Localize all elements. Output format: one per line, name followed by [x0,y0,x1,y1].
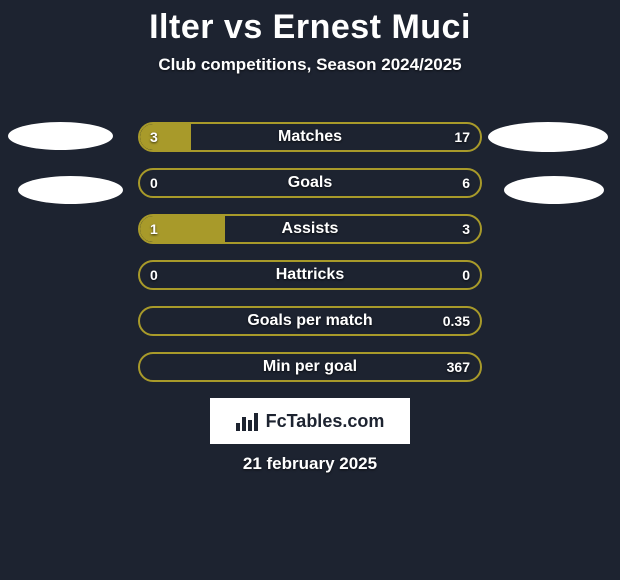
stat-value-player1: 0 [150,262,158,288]
decorative-ellipse [18,176,123,204]
stat-label: Assists [140,216,480,242]
decorative-ellipse [488,122,608,152]
stat-label: Matches [140,124,480,150]
stat-value-player1: 1 [150,216,158,242]
stat-value-player2: 6 [462,170,470,196]
stat-row: Goals per match0.35 [138,306,482,336]
decorative-ellipse [8,122,113,150]
stat-value-player1: 3 [150,124,158,150]
chart-icon [236,411,260,431]
stat-row: Goals0 6 [138,168,482,198]
stat-label: Min per goal [140,354,480,380]
stat-value-player2: 0 [462,262,470,288]
stat-label: Goals [140,170,480,196]
stat-row: Hattricks0 0 [138,260,482,290]
stat-row: Assists1 3 [138,214,482,244]
stat-label: Goals per match [140,308,480,334]
brand-text: FcTables.com [266,411,385,432]
stat-row: Min per goal367 [138,352,482,382]
stat-value-player2: 17 [454,124,470,150]
stat-value-player2: 3 [462,216,470,242]
stat-value-player2: 0.35 [443,308,470,334]
comparison-bars: Matches317Goals06Assists13Hattricks00Goa… [138,122,482,398]
date-text: 21 february 2025 [0,454,620,474]
brand-badge: FcTables.com [210,398,410,444]
stat-value-player1: 0 [150,170,158,196]
stat-label: Hattricks [140,262,480,288]
stat-value-player2: 367 [447,354,470,380]
page-title: Ilter vs Ernest Muci [0,0,620,47]
subtitle: Club competitions, Season 2024/2025 [0,55,620,75]
stat-row: Matches3 17 [138,122,482,152]
decorative-ellipse [504,176,604,204]
